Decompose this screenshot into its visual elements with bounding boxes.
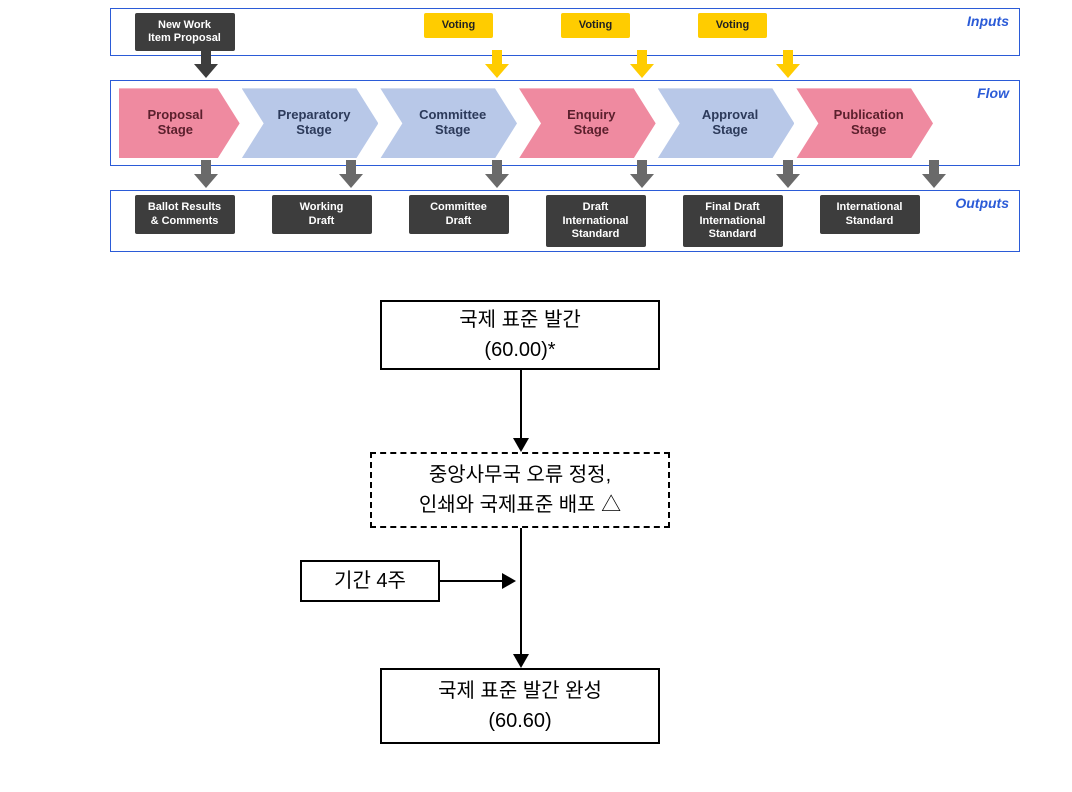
flowchart-node: 국제 표준 발간(60.00)* <box>380 300 660 370</box>
output-slot: DraftInternationalStandard <box>530 195 661 247</box>
flowchart-arrow <box>440 580 514 582</box>
flowchart-node-line2: (60.00)* <box>484 335 555 365</box>
output-slot: InternationalStandard <box>804 195 935 247</box>
flowchart-node: 기간 4주 <box>300 560 440 602</box>
input-box-voting: Voting <box>698 13 767 38</box>
input-slot: New WorkItem Proposal <box>119 13 250 51</box>
inputs-arrows-row <box>110 60 1020 80</box>
input-box-voting: Voting <box>561 13 630 38</box>
standards-process-diagram: Inputs New WorkItem Proposal Voting Voting… <box>110 8 1020 256</box>
flowchart-node: 국제 표준 발간 완성(60.60) <box>380 668 660 744</box>
inputs-cells: New WorkItem Proposal Voting Voting Voting <box>119 13 935 51</box>
flow-cells: ProposalStagePreparatoryStageCommitteeSt… <box>119 88 935 158</box>
flowchart-node-line1: 중앙사무국 오류 정정, <box>429 460 611 490</box>
output-box: WorkingDraft <box>272 195 372 233</box>
flowchart-node-line1: 국제 표준 발간 <box>459 305 581 335</box>
stage-chevron: CommitteeStage <box>380 88 517 158</box>
flowchart-arrow <box>520 370 522 450</box>
outputs-row-frame: Outputs Ballot Results& Comments WorkingD… <box>110 190 1020 252</box>
flowchart-arrow <box>520 528 522 666</box>
publication-stage-flowchart: 국제 표준 발간(60.00)* 중앙사무국 오류 정정,인쇄와 국제표준 배포 … <box>0 280 1072 780</box>
input-slot <box>256 13 387 51</box>
flowchart-node-line1: 기간 4주 <box>334 566 406 596</box>
stage-chevron: ApprovalStage <box>658 88 795 158</box>
output-slot: Ballot Results& Comments <box>119 195 250 247</box>
flowchart-node-line2: (60.60) <box>488 706 551 736</box>
input-slot: Voting <box>393 13 524 51</box>
outputs-arrows-row <box>110 170 1020 190</box>
inputs-label: Inputs <box>967 13 1009 29</box>
flow-label: Flow <box>977 85 1009 101</box>
output-slot: Final DraftInternationalStandard <box>667 195 798 247</box>
inputs-row-frame: Inputs New WorkItem Proposal Voting Voting… <box>110 8 1020 56</box>
output-box: Ballot Results& Comments <box>135 195 235 233</box>
flowchart-node-line2: 인쇄와 국제표준 배포 △ <box>419 490 621 520</box>
output-box: CommitteeDraft <box>409 195 509 233</box>
flowchart-node: 중앙사무국 오류 정정,인쇄와 국제표준 배포 △ <box>370 452 670 528</box>
input-slot: Voting <box>530 13 661 51</box>
input-slot: Voting <box>667 13 798 51</box>
input-box-voting: Voting <box>424 13 493 38</box>
stage-chevron: EnquiryStage <box>519 88 656 158</box>
output-box: InternationalStandard <box>820 195 920 233</box>
stage-chevron: PublicationStage <box>796 88 933 158</box>
flow-row-frame: Flow ProposalStagePreparatoryStageCommit… <box>110 80 1020 166</box>
outputs-cells: Ballot Results& Comments WorkingDraft Comm… <box>119 195 935 247</box>
flowchart-node-line1: 국제 표준 발간 완성 <box>438 676 602 706</box>
output-box: Final DraftInternationalStandard <box>683 195 783 247</box>
output-slot: WorkingDraft <box>256 195 387 247</box>
outputs-label: Outputs <box>955 195 1009 211</box>
stage-chevron: PreparatoryStage <box>242 88 379 158</box>
output-box: DraftInternationalStandard <box>546 195 646 247</box>
stage-chevron: ProposalStage <box>119 88 240 158</box>
input-box-proposal: New WorkItem Proposal <box>135 13 235 51</box>
input-slot <box>804 13 935 51</box>
output-slot: CommitteeDraft <box>393 195 524 247</box>
